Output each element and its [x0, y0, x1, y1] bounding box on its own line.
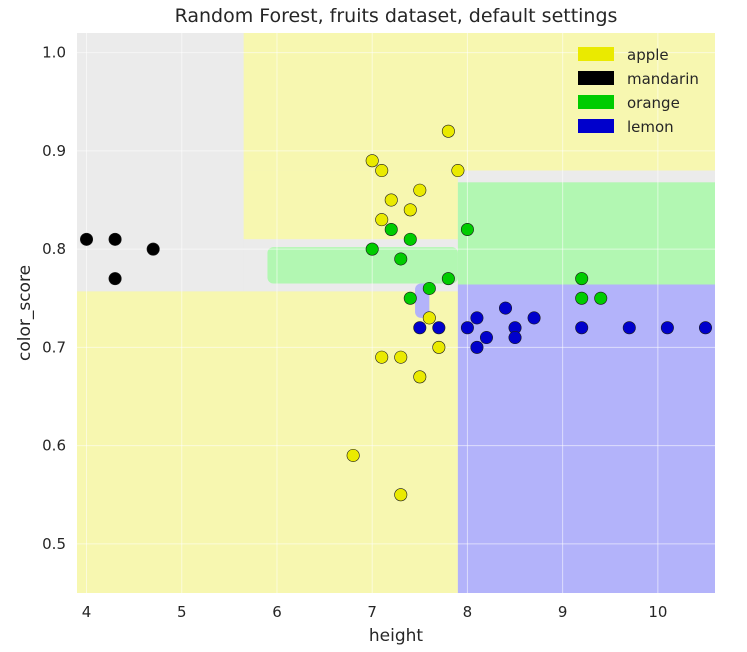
point-mandarin: [146, 242, 160, 256]
point-lemon: [660, 321, 674, 335]
point-orange: [441, 272, 455, 286]
point-orange: [403, 232, 417, 246]
point-apple: [441, 124, 455, 138]
y-axis-title: color_score: [15, 265, 35, 361]
point-orange: [394, 252, 408, 266]
point-orange: [460, 222, 474, 236]
region-orange: [457, 182, 715, 285]
point-lemon: [413, 321, 427, 335]
region-apple: [243, 170, 458, 240]
region-apple: [243, 33, 715, 171]
x-tick-label: 8: [463, 603, 473, 621]
y-tick-label: 0.5: [42, 535, 66, 553]
y-tick-label: 0.6: [42, 437, 66, 455]
legend-label-orange: orange: [627, 94, 680, 112]
point-apple: [375, 213, 389, 227]
region-apple: [77, 291, 458, 593]
y-axis-ticks: 0.5 0.6 0.7 0.8 0.9 1.0: [42, 44, 66, 553]
point-apple: [413, 183, 427, 197]
decision-regions: [77, 33, 715, 593]
point-orange: [365, 242, 379, 256]
point-apple: [432, 340, 446, 354]
point-lemon: [622, 321, 636, 335]
x-tick-label: 4: [82, 603, 92, 621]
region-mandarin: [77, 33, 244, 292]
legend-label-mandarin: mandarin: [627, 70, 699, 88]
region-lemon: [457, 284, 715, 593]
y-tick-label: 0.8: [42, 240, 66, 258]
point-orange: [403, 291, 417, 305]
point-apple: [413, 370, 427, 384]
legend-label-lemon: lemon: [627, 118, 674, 136]
x-tick-label: 5: [177, 603, 187, 621]
point-lemon: [479, 331, 493, 345]
point-lemon: [460, 321, 474, 335]
legend-swatch-apple: [578, 47, 614, 61]
point-mandarin: [108, 272, 122, 286]
legend: apple mandarin orange lemon: [578, 46, 699, 136]
point-lemon: [527, 311, 541, 325]
point-lemon: [499, 301, 513, 315]
x-axis-title: height: [369, 626, 424, 646]
legend-swatch-lemon: [578, 119, 614, 133]
point-apple: [403, 203, 417, 217]
legend-swatch-orange: [578, 95, 614, 109]
point-mandarin: [108, 232, 122, 246]
point-apple: [375, 350, 389, 364]
grid-lines: [77, 33, 715, 593]
point-apple: [394, 350, 408, 364]
x-tick-label: 7: [367, 603, 377, 621]
point-apple: [375, 164, 389, 178]
point-lemon: [470, 311, 484, 325]
region-orange: [267, 247, 458, 284]
legend-swatch-mandarin: [578, 71, 614, 85]
point-apple: [346, 448, 360, 462]
point-orange: [594, 291, 608, 305]
point-lemon: [470, 340, 484, 354]
point-orange: [384, 222, 398, 236]
point-apple: [394, 488, 408, 502]
chart-title: Random Forest, fruits dataset, default s…: [175, 5, 618, 27]
x-tick-label: 9: [558, 603, 568, 621]
point-apple: [422, 311, 436, 325]
region-mandarin: [457, 170, 715, 181]
point-apple: [384, 193, 398, 207]
x-tick-label: 10: [648, 603, 667, 621]
x-tick-label: 6: [272, 603, 282, 621]
point-lemon: [698, 321, 712, 335]
point-lemon: [508, 331, 522, 345]
point-lemon: [432, 321, 446, 335]
data-points: [80, 124, 712, 502]
point-orange: [575, 272, 589, 286]
point-apple: [451, 164, 465, 178]
y-tick-label: 1.0: [42, 44, 66, 62]
point-mandarin: [80, 232, 94, 246]
legend-label-apple: apple: [627, 46, 669, 64]
y-tick-label: 0.9: [42, 142, 66, 160]
point-orange: [575, 291, 589, 305]
point-apple: [365, 154, 379, 168]
y-tick-label: 0.7: [42, 338, 66, 356]
x-axis-ticks: 4 5 6 7 8 9 10: [82, 603, 668, 621]
point-lemon: [575, 321, 589, 335]
point-orange: [422, 281, 436, 295]
